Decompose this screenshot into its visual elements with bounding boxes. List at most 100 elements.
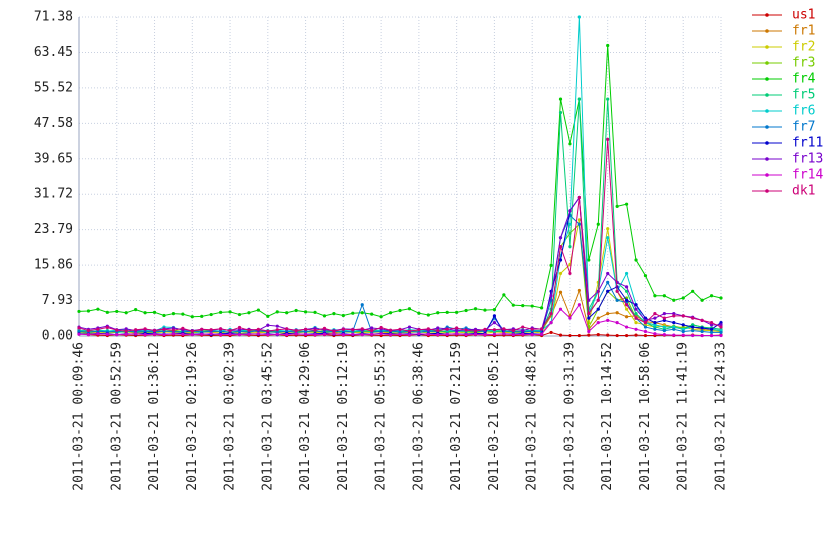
data-point: [596, 316, 600, 320]
data-point: [691, 323, 695, 327]
data-point: [379, 332, 383, 336]
data-point: [709, 294, 714, 298]
data-point: [473, 332, 478, 336]
data-point: [558, 307, 563, 311]
data-point: [115, 328, 119, 332]
y-tick-label: 31.72: [34, 187, 73, 202]
data-point: [492, 332, 497, 336]
x-tick-label: 2011-03-21 07:21:59: [449, 342, 464, 491]
data-point: [521, 329, 525, 333]
data-point: [275, 332, 279, 336]
data-point: [596, 222, 600, 226]
data-point: [549, 330, 553, 335]
x-tick-label: 2011-03-21 05:12:19: [336, 342, 351, 491]
data-point: [511, 333, 515, 337]
data-point: [700, 333, 704, 338]
x-tick-label: 2011-03-21 01:36:12: [147, 342, 162, 491]
legend-label: fr14: [792, 168, 823, 183]
data-point: [568, 316, 572, 320]
data-point: [426, 327, 430, 331]
data-point: [700, 298, 704, 302]
data-point: [190, 333, 194, 337]
data-point: [332, 312, 336, 316]
data-point: [587, 316, 591, 320]
data-point: [124, 327, 128, 331]
x-tick-label: 2011-03-21 03:45:52: [260, 342, 275, 491]
data-point: [577, 97, 581, 101]
data-point: [143, 327, 147, 331]
data-point: [662, 333, 666, 337]
data-point: [577, 222, 581, 226]
y-tick-label: 47.58: [34, 116, 73, 131]
data-point: [181, 326, 185, 331]
y-tick-label: 23.79: [34, 222, 73, 237]
data-point: [615, 311, 619, 315]
data-point: [322, 314, 327, 318]
data-point: [596, 307, 600, 311]
data-point: [719, 320, 723, 325]
data-point: [549, 294, 553, 298]
data-point: [455, 332, 459, 336]
x-tick-label: 2011-03-21 00:52:59: [109, 342, 124, 491]
data-point: [643, 325, 648, 329]
data-point: [398, 332, 402, 336]
data-point: [643, 333, 648, 338]
data-point: [540, 327, 544, 331]
x-tick-label: 2011-03-21 06:38:46: [411, 342, 426, 491]
data-point: [266, 314, 270, 318]
data-point: [624, 271, 629, 276]
x-tick-label: 2011-03-21 05:55:32: [374, 342, 389, 491]
data-point: [275, 310, 279, 314]
data-point: [511, 329, 515, 333]
legend-marker-dot: [765, 109, 769, 113]
data-point: [587, 329, 591, 334]
data-point: [615, 320, 619, 325]
y-tick-label: 71.38: [34, 10, 73, 25]
data-point: [341, 327, 345, 331]
data-point: [643, 320, 648, 325]
data-point: [351, 332, 355, 336]
data-point: [634, 307, 638, 311]
data-point: [596, 333, 600, 337]
data-point: [653, 323, 657, 327]
data-point: [96, 332, 100, 336]
data-point: [266, 333, 270, 337]
data-point: [681, 323, 685, 327]
data-point: [96, 307, 100, 311]
data-point: [436, 333, 440, 337]
data-point: [86, 329, 91, 333]
x-tick-label: 2011-03-21 00:09:46: [72, 342, 87, 491]
data-point: [162, 313, 166, 318]
data-point: [445, 332, 449, 336]
legend-label: dk1: [792, 184, 815, 199]
data-point: [662, 318, 666, 322]
data-point: [549, 312, 553, 316]
x-tick-label: 2011-03-21 09:31:39: [562, 342, 577, 491]
data-point: [719, 330, 723, 335]
data-point: [549, 263, 553, 267]
y-tick-label: 0.00: [42, 329, 73, 344]
data-point: [521, 332, 525, 336]
data-point: [653, 316, 657, 320]
data-point: [190, 329, 194, 333]
data-point: [606, 312, 610, 316]
data-point: [483, 327, 487, 331]
data-point: [653, 320, 657, 325]
legend-label: fr13: [792, 152, 823, 167]
data-point: [568, 271, 572, 276]
data-point: [228, 332, 232, 336]
data-point: [285, 311, 289, 315]
data-point: [379, 315, 383, 319]
data-point: [558, 110, 563, 115]
legend-marker-dot: [765, 61, 769, 65]
data-point: [464, 333, 468, 337]
data-point: [77, 309, 81, 314]
data-point: [256, 332, 260, 336]
data-point: [445, 310, 449, 314]
data-point: [634, 258, 638, 262]
data-point: [105, 332, 109, 336]
data-point: [615, 204, 619, 208]
data-point: [577, 218, 581, 222]
legend-marker-dot: [765, 157, 769, 161]
data-point: [643, 329, 648, 334]
